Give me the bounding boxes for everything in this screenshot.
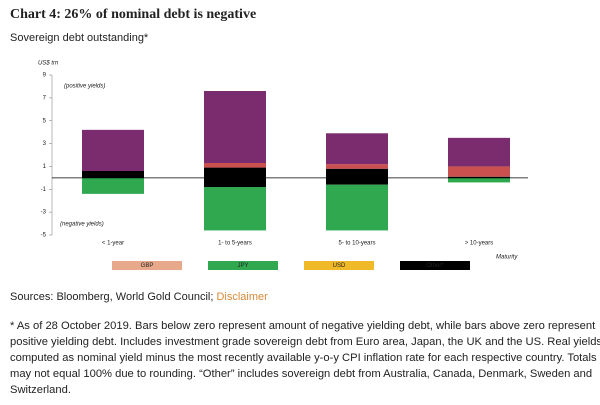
bar-segment <box>204 91 266 163</box>
y-axis-label: US$ trn <box>38 61 59 67</box>
chart-subtitle: Sovereign debt outstanding* <box>10 32 149 44</box>
legend-label: Other* <box>426 263 444 269</box>
legend-label: JPY <box>237 263 248 269</box>
legend-swatch <box>304 261 374 270</box>
bar-segment <box>82 129 144 171</box>
bar-segment <box>448 177 510 183</box>
annotation: (positive yields) <box>64 84 105 90</box>
bar-segment <box>326 133 388 165</box>
y-tick-label: -3 <box>41 210 47 216</box>
sources-text: Sources: Bloomberg, World Gold Council; <box>10 291 213 303</box>
bar-segment <box>204 177 266 187</box>
x-axis-label: Maturity <box>496 255 518 261</box>
bar-segment <box>326 168 388 178</box>
bar-segment <box>326 177 388 185</box>
y-tick-label: 1 <box>43 164 47 170</box>
bar-segment <box>82 171 144 178</box>
note-line: * As of 28 October 2019. Bars below zero… <box>10 320 596 332</box>
disclaimer-link[interactable]: Disclaimer <box>216 291 268 303</box>
note-line: Switzerland. <box>10 384 71 396</box>
note-line: may not equal 100% due to rounding. “Oth… <box>10 368 592 380</box>
y-tick-label: 9 <box>43 73 47 79</box>
bar-segment <box>448 137 510 167</box>
chart-title: Chart 4: 26% of nominal debt is negative <box>10 7 256 22</box>
legend-swatch <box>400 261 470 270</box>
sources: Sources: Bloomberg, World Gold Council; … <box>10 291 268 303</box>
notes: * As of 28 October 2019. Bars below zero… <box>10 320 600 396</box>
bar-segment <box>82 177 144 194</box>
note-line: positive yielding debt. Includes investm… <box>10 336 600 348</box>
bar-segment <box>448 166 510 177</box>
bar-segment <box>204 187 266 231</box>
legend-label: USD <box>333 263 346 269</box>
y-tick-label: 3 <box>43 141 47 147</box>
x-tick-label: > 10-years <box>465 241 494 247</box>
x-tick-label: < 1-year <box>102 241 124 247</box>
bar-segment <box>326 164 388 169</box>
y-tick-label: -1 <box>41 187 47 193</box>
legend-swatch <box>208 261 278 270</box>
annotation: (negative yields) <box>60 222 104 228</box>
x-tick-label: 5- to 10-years <box>338 241 375 247</box>
note-line: computed as nominal yield minus the most… <box>10 352 597 364</box>
bar-segment <box>204 163 266 168</box>
legend-label: GBP <box>141 263 154 269</box>
bar-segment <box>204 167 266 178</box>
y-tick-label: -5 <box>41 233 47 239</box>
y-tick-label: 7 <box>43 95 47 101</box>
y-tick-label: 5 <box>43 118 47 124</box>
bar-segment <box>448 176 510 178</box>
bar-segment <box>326 184 388 231</box>
legend-swatch <box>112 261 182 270</box>
x-tick-label: 1- to 5-years <box>218 241 252 247</box>
